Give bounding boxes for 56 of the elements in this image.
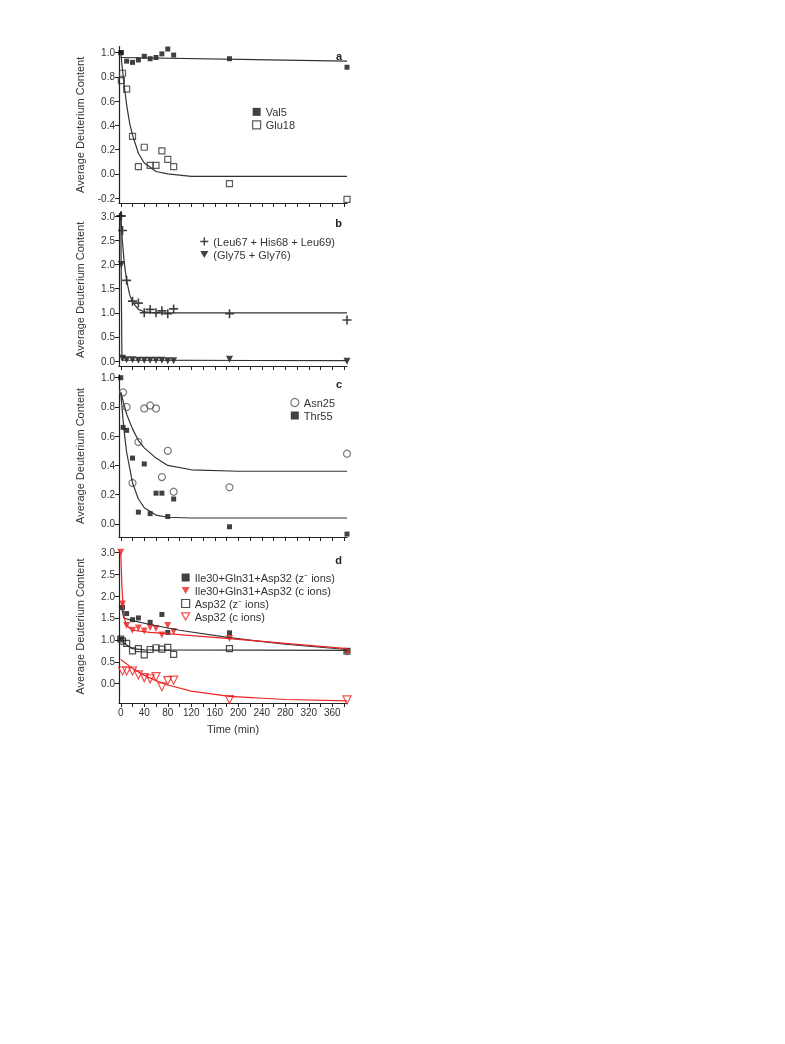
- legend-label: Asn25: [303, 396, 336, 409]
- legend-label: (Leu67 + His68 + Leu69): [213, 235, 335, 248]
- y-tick-label: 0.4: [101, 459, 116, 471]
- legend-label: Asp32 (z⁻ ions): [194, 597, 269, 610]
- y-tick-label: 1.0: [101, 47, 116, 59]
- y-tick-label: 1.5: [101, 612, 116, 624]
- y-tick-label: 0.0: [101, 168, 116, 180]
- x-tick-label: 320: [300, 706, 318, 718]
- y-axis-title: Average Deuterium Content: [73, 558, 86, 695]
- y-tick-label: 0.0: [101, 518, 116, 530]
- y-axis-title: Average Deuterium Content: [73, 221, 86, 358]
- x-tick-label: 240: [253, 706, 271, 718]
- legend-label: Ile30+Gln31+Asp32 (c ions): [194, 584, 332, 597]
- x-tick-label: 360: [323, 706, 342, 718]
- y-tick-label: -0.2: [97, 192, 116, 204]
- y-tick-label: 0.2: [101, 144, 116, 156]
- y-tick-label: 0.0: [101, 678, 116, 690]
- x-tick-label: 40: [138, 706, 151, 718]
- y-tick-label: 2.5: [101, 234, 116, 246]
- y-tick-label: 3.0: [101, 210, 116, 222]
- y-tick-label: 2.5: [101, 568, 116, 580]
- legend-label: Asp32 (c ions): [194, 610, 265, 623]
- y-tick-label: 0.8: [101, 71, 116, 83]
- y-axis-title: Average Deuterium Content: [73, 387, 86, 524]
- y-tick-label: 0.0: [101, 355, 116, 367]
- y-tick-label: 0.5: [101, 656, 116, 668]
- x-axis-title: Time (min): [206, 722, 260, 735]
- legend-label: Glu18: [265, 118, 296, 131]
- x-tick-label: 80: [162, 706, 174, 718]
- annotation: b: [335, 217, 343, 230]
- x-tick-label: 280: [276, 706, 295, 718]
- legend-label: (Gly75 + Gly76): [213, 248, 291, 261]
- y-tick-label: 2.0: [101, 258, 116, 270]
- legend-label: Val5: [265, 105, 287, 118]
- y-tick-label: 1.0: [101, 634, 116, 646]
- y-tick-label: 0.6: [101, 95, 116, 107]
- annotation: d: [335, 553, 343, 566]
- annotation: c: [335, 378, 343, 391]
- legend-label: Ile30+Gln31+Asp32 (z⁻ ions): [194, 571, 336, 584]
- y-tick-label: 0.8: [101, 401, 116, 413]
- legend-label: Thr55: [303, 409, 333, 422]
- y-tick-label: 2.0: [101, 590, 116, 602]
- y-tick-label: 0.2: [101, 489, 116, 501]
- y-tick-label: 1.0: [101, 372, 116, 384]
- x-tick-label: 120: [182, 706, 201, 718]
- x-tick-label: 200: [229, 706, 248, 718]
- annotation: a: [335, 50, 343, 63]
- y-tick-label: 1.0: [101, 307, 116, 319]
- y-tick-label: 0.4: [101, 119, 116, 131]
- x-tick-label: 160: [206, 706, 224, 718]
- y-tick-label: 3.0: [101, 546, 116, 558]
- y-tick-label: 0.6: [101, 430, 116, 442]
- y-tick-label: 0.5: [101, 331, 116, 343]
- x-tick-label: 0: [117, 706, 124, 718]
- y-tick-label: 1.5: [101, 283, 116, 295]
- y-axis-title: Average Deuterium Content: [73, 56, 86, 193]
